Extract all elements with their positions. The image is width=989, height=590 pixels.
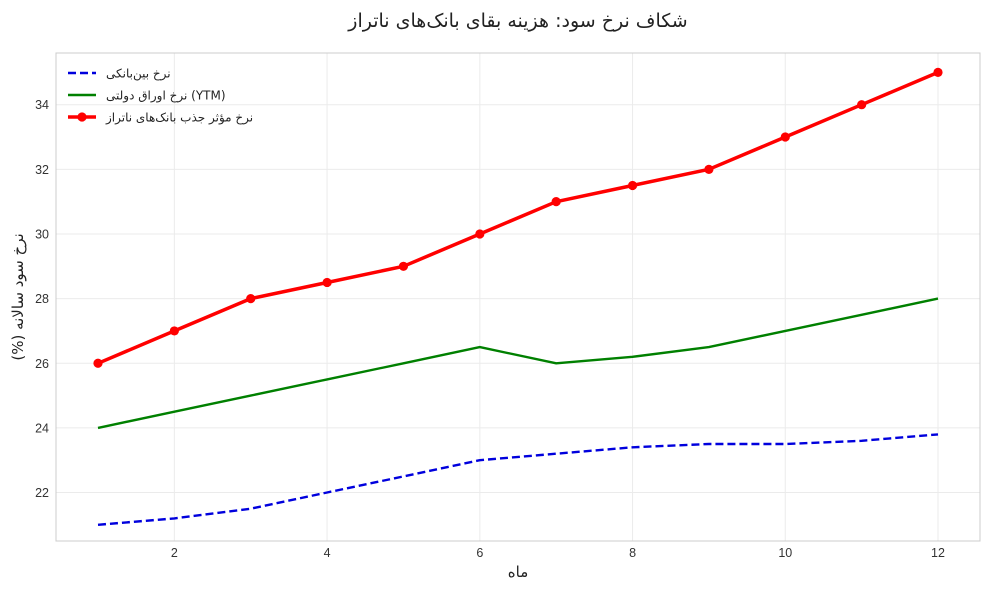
series-layer	[93, 67, 943, 526]
data-point	[551, 197, 561, 207]
x-tick-label: 6	[476, 546, 483, 560]
data-point	[627, 180, 638, 191]
y-tick-label: 34	[35, 98, 49, 112]
data-point	[398, 261, 409, 271]
x-tick-label: 12	[931, 546, 945, 560]
x-tick-label: 2	[171, 546, 178, 560]
legend: نرخ بین‌بانکی نرخ اوراق دولتی (YTM) نرخ مؤ…	[68, 67, 253, 126]
data-point	[704, 164, 714, 174]
y-tick-label: 24	[35, 421, 49, 435]
y-tick-label: 28	[35, 292, 49, 306]
legend-label: نرخ اوراق دولتی (YTM)	[106, 89, 226, 104]
chart-title: شکاف نرخ سود: هزینه بقای بانک‌های ناتراز	[347, 10, 687, 32]
y-axis-label: نرخ سود سالانه (%)	[9, 233, 27, 360]
series-line-1	[97, 433, 939, 526]
y-tick-label: 26	[35, 357, 49, 371]
x-tick-label: 4	[324, 546, 331, 560]
plot-frame	[55, 52, 981, 542]
legend-label: نرخ مؤثر جذب بانک‌های ناتراز	[105, 111, 253, 126]
data-point	[475, 229, 485, 239]
grid	[56, 53, 980, 541]
y-tick-label: 22	[35, 486, 49, 500]
y-axis-ticks: 22 24 26 28 30 32 34	[35, 98, 49, 500]
data-point	[246, 294, 256, 304]
data-point	[93, 358, 103, 368]
legend-label: نرخ بین‌بانکی	[106, 67, 171, 82]
x-tick-label: 8	[629, 546, 636, 560]
data-point	[169, 326, 179, 336]
y-tick-label: 32	[35, 163, 49, 177]
series-line-3	[97, 70, 939, 365]
data-point	[322, 277, 332, 288]
x-axis-ticks: 2 4 6 8 10 12	[171, 546, 945, 560]
legend-marker	[77, 112, 87, 122]
series-line-2	[97, 297, 939, 430]
data-point	[857, 100, 867, 110]
x-axis-label: ماه	[508, 563, 528, 581]
data-point	[933, 67, 943, 77]
x-tick-label: 10	[778, 546, 792, 560]
y-tick-label: 30	[35, 227, 49, 241]
data-point	[780, 132, 790, 142]
